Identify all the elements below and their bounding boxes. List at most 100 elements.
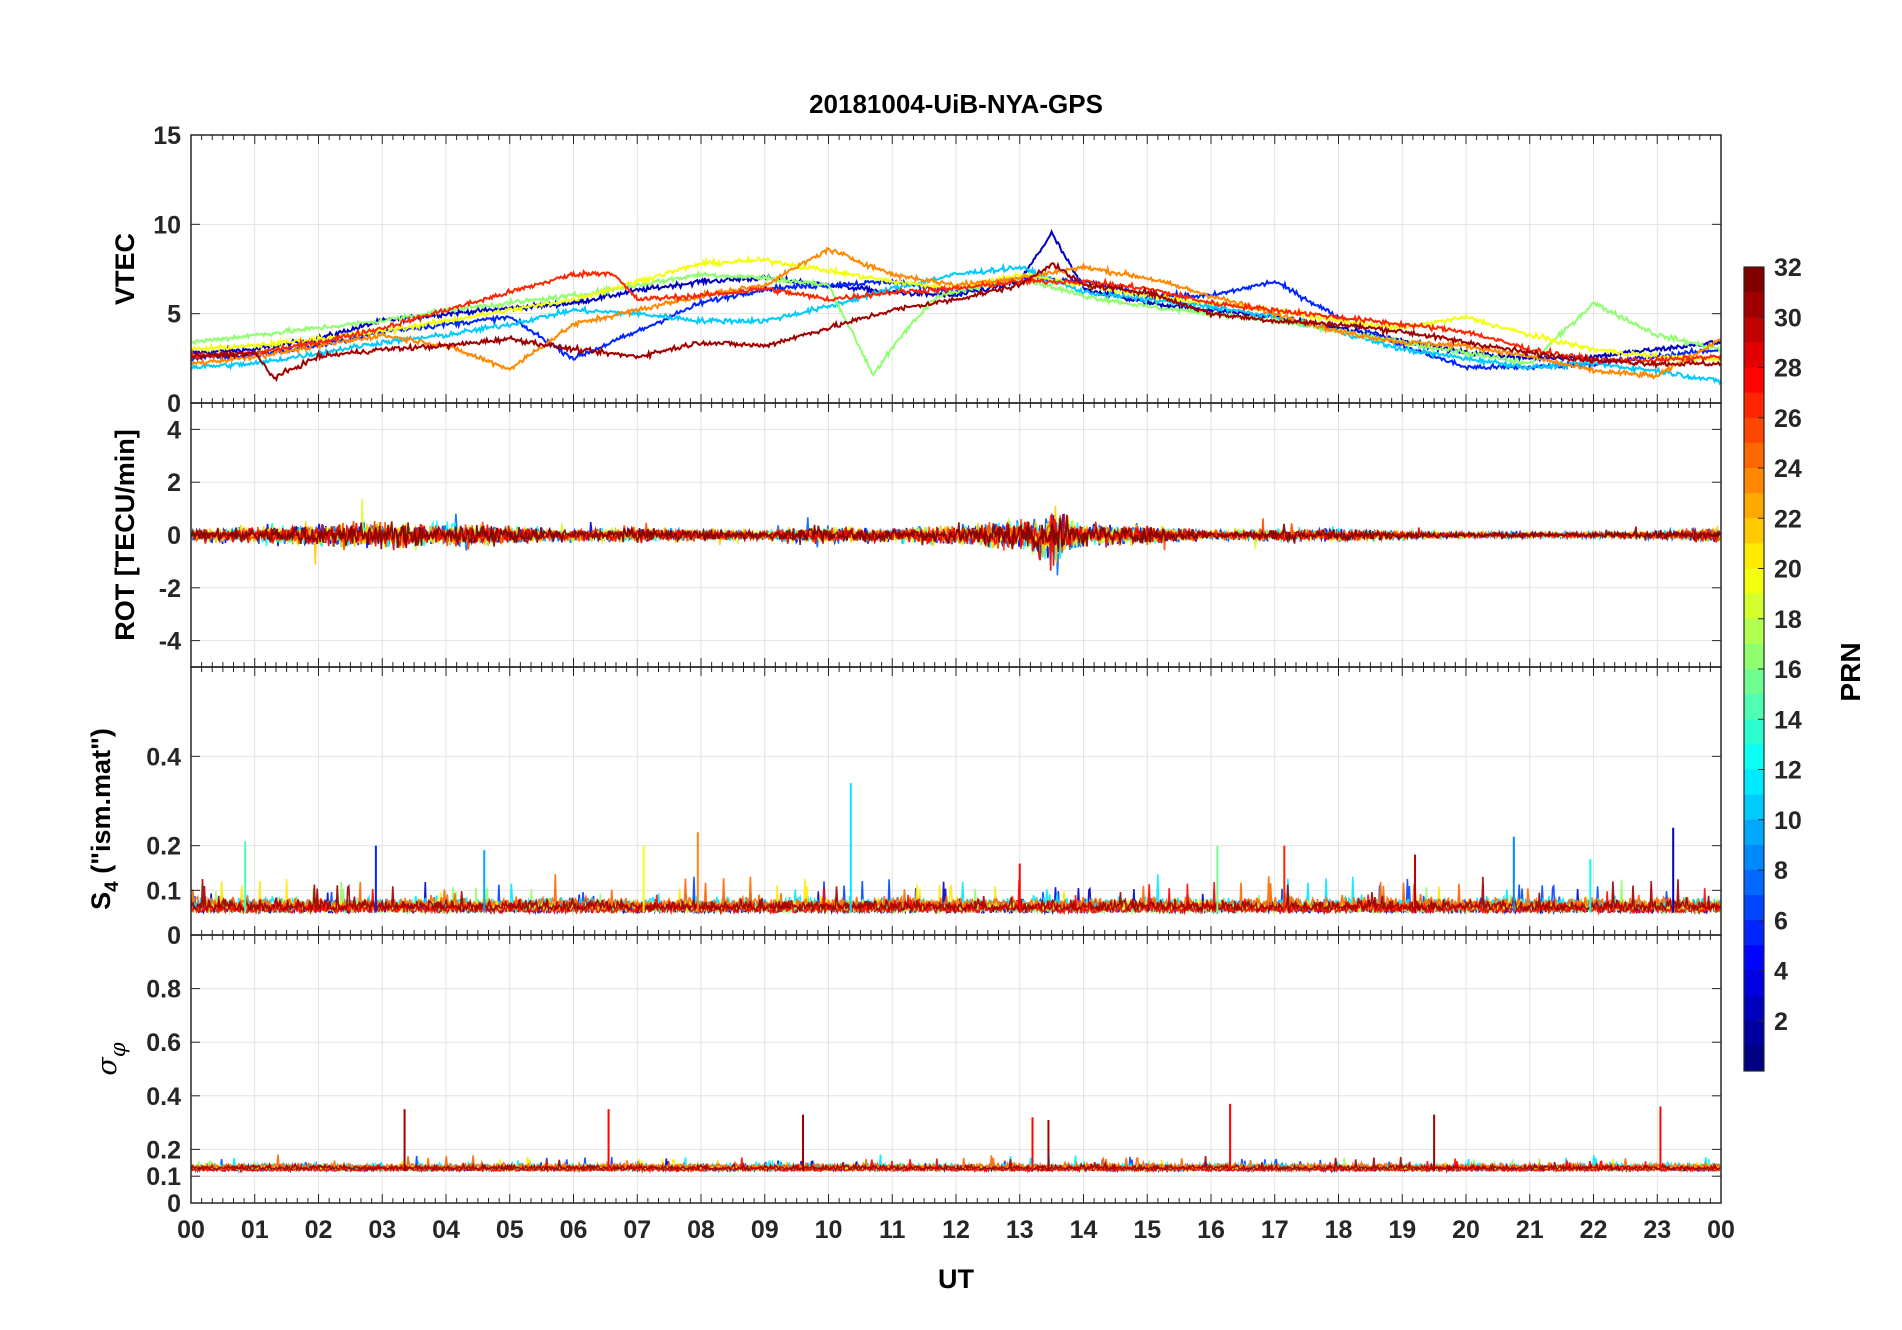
colorbar-segment [1744, 920, 1764, 946]
s4-y-tick-label: 0.1 [146, 877, 181, 905]
colorbar-segment [1744, 895, 1764, 921]
x-tick-label: 01 [241, 1216, 269, 1244]
chart-title: 20181004-UiB-NYA-GPS [809, 89, 1103, 119]
s4-grid [190, 667, 1722, 936]
colorbar-segment [1744, 794, 1764, 821]
colorbar-segment [1744, 694, 1764, 720]
sigma_phi-series-prn-31 [191, 1155, 1721, 1173]
colorbar-segment [1744, 618, 1764, 645]
vtec-data [191, 228, 1721, 386]
s4-data [191, 783, 1721, 916]
colorbar-tick-label: 12 [1774, 757, 1802, 785]
x-tick-label: 03 [368, 1216, 396, 1244]
x-tick-label: 11 [879, 1216, 906, 1244]
s4-y-tick-label: 0.4 [146, 743, 181, 771]
colorbar-tick-label: 32 [1774, 254, 1802, 282]
colorbar-tick-label: 22 [1774, 505, 1802, 533]
colorbar-tick-label: 24 [1774, 455, 1802, 483]
colorbar-segment [1744, 493, 1764, 519]
colorbar-label: PRN [1835, 642, 1866, 701]
x-tick-label: 00 [1707, 1216, 1735, 1244]
x-tick-label: 04 [432, 1216, 460, 1244]
colorbar-segment [1744, 870, 1764, 896]
vtec-grid [190, 134, 1722, 404]
sigma_phi-series-prn-28 [191, 1157, 1721, 1174]
colorbar-segment [1744, 844, 1764, 871]
colorbar-tick-label: 30 [1774, 304, 1802, 332]
rot-y-tick-label: -4 [159, 628, 181, 656]
colorbar-segment [1744, 417, 1764, 444]
colorbar-segment [1744, 392, 1764, 419]
rot-y-tick-label: -2 [159, 575, 181, 603]
vtec-series-prn-31 [191, 261, 1721, 383]
vtec-y-tick-label: 5 [167, 301, 181, 329]
x-tick-label: 23 [1643, 1216, 1671, 1244]
colorbar-segment [1744, 769, 1764, 796]
colorbar-segment [1744, 367, 1764, 394]
vtec-y-tick-label: 0 [167, 390, 181, 418]
colorbar-segment [1744, 568, 1764, 595]
colorbar-tick-label: 14 [1774, 706, 1802, 734]
colorbar-segment [1744, 342, 1764, 368]
rot-y-tick-label: 4 [167, 416, 181, 444]
colorbar-tick-label: 26 [1774, 405, 1802, 433]
colorbar-tick-label: 18 [1774, 606, 1802, 634]
sigma_phi-y-tick-label: 0.6 [146, 1029, 181, 1057]
vtec-series-prn-3 [191, 228, 1721, 363]
colorbar-segment [1744, 669, 1764, 695]
x-tick-label: 02 [305, 1216, 333, 1244]
rot-y-tick-label: 0 [167, 522, 181, 550]
colorbar-segment [1744, 1045, 1764, 1072]
colorbar-tick-label: 16 [1774, 656, 1802, 684]
panel-sigma_phi: 00.10.2 0.4 0.6 0.8 σφ 00 01 02 03 04 05 06 07 08 09 10… [92, 934, 1735, 1244]
x-tick-label: 14 [1070, 1216, 1098, 1244]
colorbar-segment [1744, 593, 1764, 620]
colorbar-tick-label: 28 [1774, 355, 1802, 383]
s4-y-axis-title: S4 ("ism.mat") [86, 728, 123, 910]
colorbar-segment [1744, 819, 1764, 846]
colorbar-segment [1744, 945, 1764, 971]
x-tick-label: 08 [687, 1216, 715, 1244]
x-tick-label: 12 [942, 1216, 970, 1244]
colorbar-tick-label: 4 [1774, 958, 1788, 986]
x-tick-label: 20 [1452, 1216, 1480, 1244]
x-tick-label: 05 [496, 1216, 524, 1244]
panel-rot: -4 -2 0 2 4 ROT [TECU/min] [110, 402, 1722, 668]
colorbar-segment [1744, 468, 1764, 494]
sigma_phi-data [191, 1103, 1721, 1174]
colorbar-segment [1744, 970, 1764, 997]
colorbar-segment [1744, 995, 1764, 1022]
colorbar-tick-label: 8 [1774, 857, 1788, 885]
rot-y-tick-label: 2 [167, 469, 181, 497]
x-tick-label: 15 [1133, 1216, 1161, 1244]
rot-data [191, 499, 1721, 576]
sigma_phi-y-tick-label: 0.1 [146, 1163, 181, 1191]
colorbar-segment [1744, 719, 1764, 745]
panel-s4: 0 0.1 0.2 0.4 S4 ("ism.mat") [86, 666, 1722, 950]
colorbar-segment [1744, 267, 1764, 293]
vtec-series-prn-11 [191, 262, 1721, 386]
vtec-series-prn-27 [191, 268, 1721, 366]
sigma_phi-y-tick-label: 0.2 [146, 1136, 181, 1164]
s4-y-tick-label: 0.2 [146, 833, 181, 861]
vtec-y-tick-label: 10 [153, 211, 181, 239]
rot-series-prn-32 [191, 514, 1721, 553]
vtec-series-prn-17 [191, 269, 1721, 377]
colorbar-segment [1744, 1020, 1764, 1047]
colorbar-segment [1744, 317, 1764, 343]
x-tick-label: 13 [1006, 1216, 1034, 1244]
colorbar-segment [1744, 292, 1764, 318]
sigma_phi-y-tick-label: 0.4 [146, 1083, 181, 1111]
sigma-phi-y-axis-title: σφ [92, 1042, 130, 1075]
x-tick-label: 19 [1388, 1216, 1416, 1244]
sigma_phi-y-tick-label: 0.8 [146, 976, 181, 1004]
colorbar-tick-label: 2 [1774, 1008, 1788, 1036]
vtec-y-tick-label: 15 [153, 122, 181, 150]
sigma_phi-y-tick-label: 0 [167, 1190, 181, 1218]
colorbar-tick-label: 20 [1774, 556, 1802, 584]
colorbar-tick-label: 10 [1774, 807, 1802, 835]
s4-series-prn-31 [191, 876, 1721, 913]
colorbar-tick-label: 6 [1774, 907, 1788, 935]
